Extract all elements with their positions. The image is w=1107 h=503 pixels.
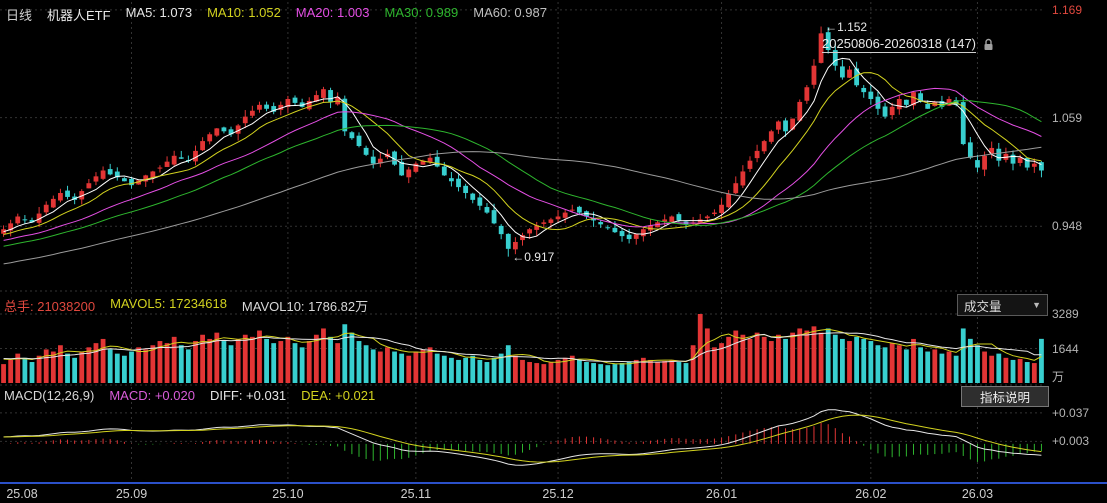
macd-value-label: MACD: +0.020 bbox=[109, 388, 195, 403]
ma5-legend: MA5: 1.073 bbox=[125, 5, 193, 20]
ma10-legend: MA10: 1.052 bbox=[207, 5, 281, 20]
date-range-text: 20250806-20260318 (147) bbox=[822, 36, 976, 53]
volume-axis-label: 1644 bbox=[1052, 341, 1079, 356]
volume-axis-label: 3289 bbox=[1052, 307, 1079, 321]
price-axis-label: 0.948 bbox=[1052, 219, 1083, 234]
chevron-down-icon: ▼ bbox=[1032, 300, 1041, 310]
symbol-name: 机器人ETF bbox=[47, 8, 111, 23]
volume-indicator-dropdown[interactable]: 成交量 ▼ bbox=[957, 294, 1048, 316]
macd-legend: MACD(12,26,9) MACD: +0.020 DIFF: +0.031 … bbox=[4, 388, 375, 403]
macd-axis-label: +0.003 bbox=[1052, 434, 1090, 449]
macd-axis-label: +0.037 bbox=[1052, 405, 1090, 420]
ma30-legend: MA30: 0.989 bbox=[384, 5, 459, 20]
macd-params-label: MACD(12,26,9) bbox=[4, 388, 95, 403]
volume-indicator-label: 成交量 bbox=[964, 299, 1002, 314]
lock-icon bbox=[984, 38, 993, 50]
date-range-selector[interactable]: 20250806-20260318 (147) bbox=[822, 36, 995, 53]
ma20-legend: MA20: 1.003 bbox=[295, 5, 370, 20]
price-axis-label: 1.059 bbox=[1052, 110, 1083, 125]
mavol10-legend: MAVOL10: 1786.82万 bbox=[241, 299, 369, 314]
diff-value-label: DIFF: +0.031 bbox=[209, 388, 287, 403]
price-annotation: ←0.917 bbox=[512, 249, 555, 264]
time-axis-label: 25.11 bbox=[400, 487, 432, 501]
time-axis-label: 25.10 bbox=[272, 487, 304, 501]
time-axis-label: 26.03 bbox=[961, 487, 994, 501]
time-axis-separator bbox=[0, 482, 1107, 484]
ma60-legend: MA60: 0.987 bbox=[473, 5, 547, 20]
time-axis-label: 25.12 bbox=[542, 487, 574, 501]
mavol5-legend: MAVOL5: 17234618 bbox=[110, 296, 227, 311]
volume-total-label: 总手: 21038200 bbox=[4, 299, 96, 314]
volume-unit-label: 万 bbox=[1052, 370, 1065, 384]
indicator-help-button[interactable]: 指标说明 bbox=[961, 386, 1049, 407]
dea-value-label: DEA: +0.021 bbox=[301, 388, 376, 403]
time-axis-label: 25.09 bbox=[115, 487, 148, 501]
time-axis-label: 26.01 bbox=[705, 487, 738, 501]
time-axis-label: 26.02 bbox=[855, 487, 887, 501]
price-annotation: ←1.152 bbox=[825, 19, 868, 34]
volume-legend: 总手: 21038200 MAVOL5: 17234618 MAVOL10: 1… bbox=[4, 296, 368, 315]
period-label[interactable]: 日线 bbox=[6, 8, 33, 23]
price-axis-label: 1.169 bbox=[1052, 2, 1083, 17]
main-chart-legend: 日线 机器人ETF MA5: 1.073 MA10: 1.052 MA20: 1… bbox=[6, 5, 547, 24]
time-axis-label: 25.08 bbox=[6, 487, 38, 501]
